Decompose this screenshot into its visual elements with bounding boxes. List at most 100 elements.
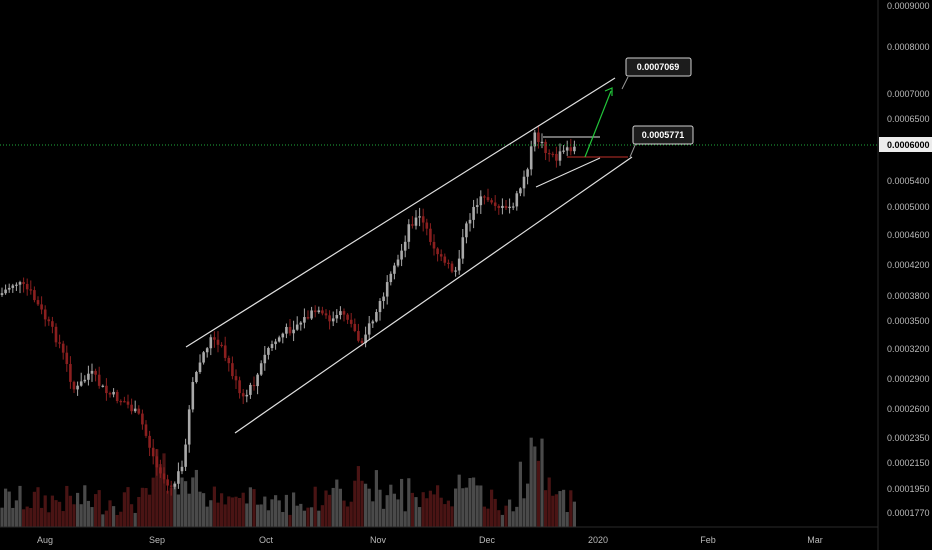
volume-bar	[482, 506, 486, 527]
candle-body	[292, 329, 295, 334]
volume-bar	[263, 496, 267, 527]
volume-bar	[356, 466, 360, 527]
x-tick-label: Oct	[259, 535, 274, 545]
candle-body	[180, 466, 184, 472]
volume-bar	[407, 478, 411, 527]
volume-bar	[572, 501, 576, 527]
candle-body	[155, 456, 159, 468]
candle-body	[475, 205, 479, 207]
candle-body	[209, 337, 213, 349]
candle-body	[497, 205, 501, 208]
candle-body	[411, 224, 414, 226]
volume-bar	[324, 490, 328, 527]
candle-body	[76, 385, 79, 390]
candle-body	[177, 471, 180, 484]
candle-body	[69, 364, 72, 382]
y-tick-label: 0.0008000	[887, 42, 930, 52]
volume-bar	[11, 507, 15, 527]
candle-body	[126, 401, 130, 405]
candle-body	[36, 300, 40, 305]
volume-bar	[544, 490, 548, 527]
candle-body	[573, 146, 576, 152]
volume-bar	[54, 500, 58, 527]
volume-bar	[25, 506, 29, 527]
volume-bar	[295, 505, 299, 527]
candle-body	[33, 290, 36, 301]
candle-body	[241, 393, 245, 397]
volume-bar	[446, 500, 450, 527]
candle-body	[529, 146, 533, 170]
candle-body	[105, 385, 108, 394]
volume-bar	[277, 500, 281, 527]
volume-bar	[151, 477, 155, 527]
volume-bar	[97, 490, 101, 527]
volume-bar	[468, 478, 472, 527]
volume-bar	[209, 500, 213, 527]
candle-body	[162, 473, 166, 480]
candle-body	[29, 289, 33, 291]
volume-bar	[353, 480, 357, 527]
target-arrow-line	[584, 90, 612, 158]
volume-bar	[529, 437, 533, 527]
volume-bar	[547, 477, 551, 527]
volume-bar	[554, 494, 558, 527]
volume-bar	[205, 506, 209, 527]
volume-bar	[526, 483, 530, 527]
current-price-label: 0.0006000	[887, 140, 930, 150]
candle-body	[414, 217, 418, 226]
volume-bar	[119, 511, 123, 527]
candle-body	[310, 310, 313, 319]
volume-bar	[112, 506, 116, 527]
volume-bar	[533, 446, 537, 527]
candle-body	[83, 379, 87, 382]
volume-bar	[522, 498, 526, 527]
volume-bar	[72, 504, 76, 527]
candle-body	[457, 258, 461, 271]
y-tick-label: 0.0009000	[887, 1, 930, 11]
candle-body	[115, 391, 119, 402]
volume-bar	[281, 512, 285, 527]
candle-body	[202, 352, 205, 363]
volume-bar	[184, 481, 188, 527]
y-tick-label: 0.0003800	[887, 291, 930, 301]
candle-body	[263, 354, 267, 364]
volume-bar	[320, 505, 324, 527]
candle-body	[303, 317, 306, 323]
y-tick-label: 0.0006500	[887, 114, 930, 124]
candle-body	[184, 444, 187, 467]
volume-bar	[490, 489, 494, 527]
candle-body	[537, 132, 540, 143]
candle-body	[213, 337, 216, 340]
volume-bar	[83, 485, 87, 527]
candle-body	[97, 374, 101, 386]
volume-bar	[457, 474, 461, 527]
candle-body	[339, 311, 342, 316]
volume-bar	[558, 491, 562, 527]
volume-bar	[317, 510, 321, 527]
candle-body	[101, 385, 105, 387]
candle-body	[526, 169, 529, 177]
candle-body	[22, 282, 25, 284]
volume-bar	[360, 480, 364, 527]
volume-bar	[259, 504, 263, 527]
candle-body	[519, 188, 522, 194]
candle-body	[555, 153, 558, 161]
candle-body	[54, 326, 58, 343]
volume-bar	[274, 495, 278, 527]
candle-body	[144, 424, 148, 436]
candle-body	[220, 344, 223, 347]
candle-body	[328, 315, 331, 322]
volume-bar	[371, 501, 375, 527]
y-tick-label: 0.0004600	[887, 230, 930, 240]
volume-bar	[421, 492, 425, 527]
volume-bar	[475, 485, 479, 527]
candle-body	[349, 319, 353, 324]
volume-bar	[94, 494, 98, 527]
y-tick-label: 0.0003200	[887, 344, 930, 354]
candle-body	[0, 293, 4, 295]
candle-body	[321, 310, 324, 314]
volume-bar	[511, 511, 515, 527]
candle-body	[364, 334, 367, 343]
candle-body	[533, 132, 537, 147]
